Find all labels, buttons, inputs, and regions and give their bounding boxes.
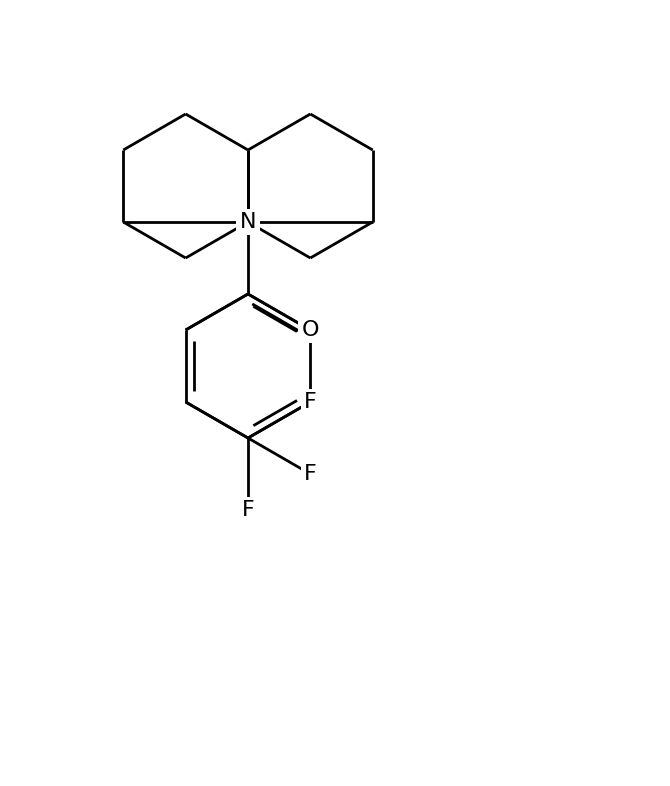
Text: N: N bbox=[240, 212, 256, 232]
Text: F: F bbox=[242, 500, 255, 520]
Text: F: F bbox=[304, 464, 317, 484]
Text: O: O bbox=[302, 320, 319, 340]
Text: F: F bbox=[304, 392, 317, 412]
